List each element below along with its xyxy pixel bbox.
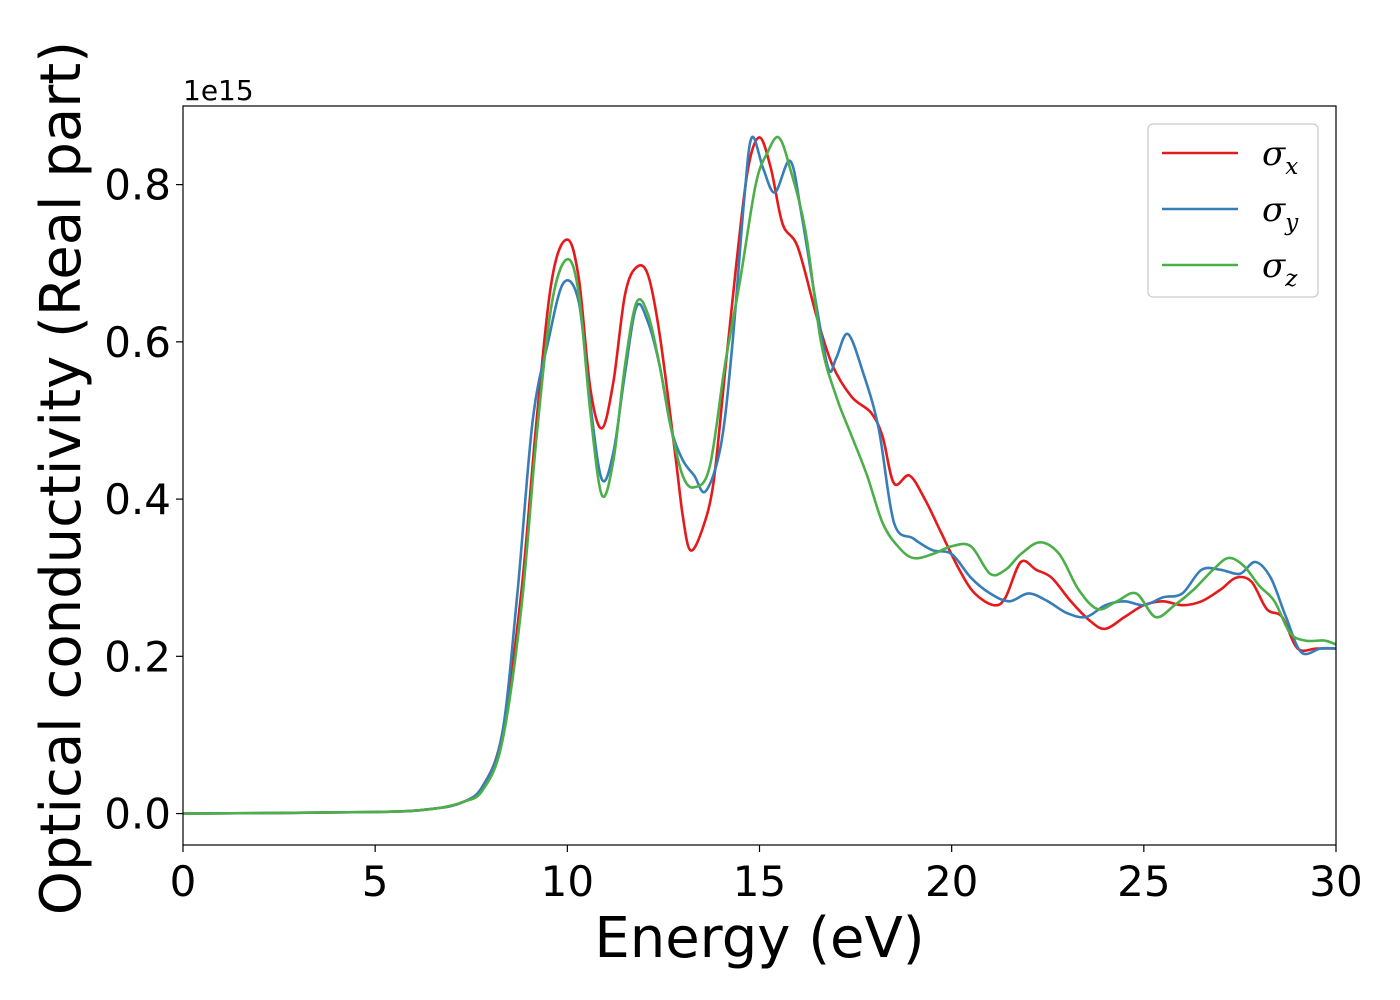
x-tick-label: 20	[925, 857, 978, 906]
y-tick-label: 0.2	[104, 632, 171, 681]
series-line-z	[182, 135, 1337, 815]
y-axis-label: Optical conductivity (Real part)	[29, 41, 94, 915]
y-tick-label: 0.8	[104, 161, 171, 210]
x-axis-label: Energy (eV)	[594, 906, 924, 971]
legend-label-x: σx	[1262, 134, 1298, 180]
x-axis: 0 5 10 15 20 25 30	[170, 845, 1363, 906]
y-axis: 0.0 0.2 0.4 0.6 0.8	[104, 161, 183, 839]
x-tick-label: 15	[733, 857, 786, 906]
x-tick-label: 0	[170, 857, 197, 906]
y-tick-label: 0.4	[104, 475, 171, 524]
x-tick-label: 5	[362, 857, 389, 906]
series-layer	[182, 135, 1337, 815]
legend-box	[1147, 123, 1319, 298]
y-tick-label: 0.6	[104, 318, 171, 367]
y-tick-label: 0.0	[104, 790, 171, 839]
x-tick-label: 25	[1117, 857, 1170, 906]
x-tick-label: 30	[1309, 857, 1362, 906]
x-tick-label: 10	[541, 857, 594, 906]
y-offset-label: 1e15	[183, 74, 254, 107]
